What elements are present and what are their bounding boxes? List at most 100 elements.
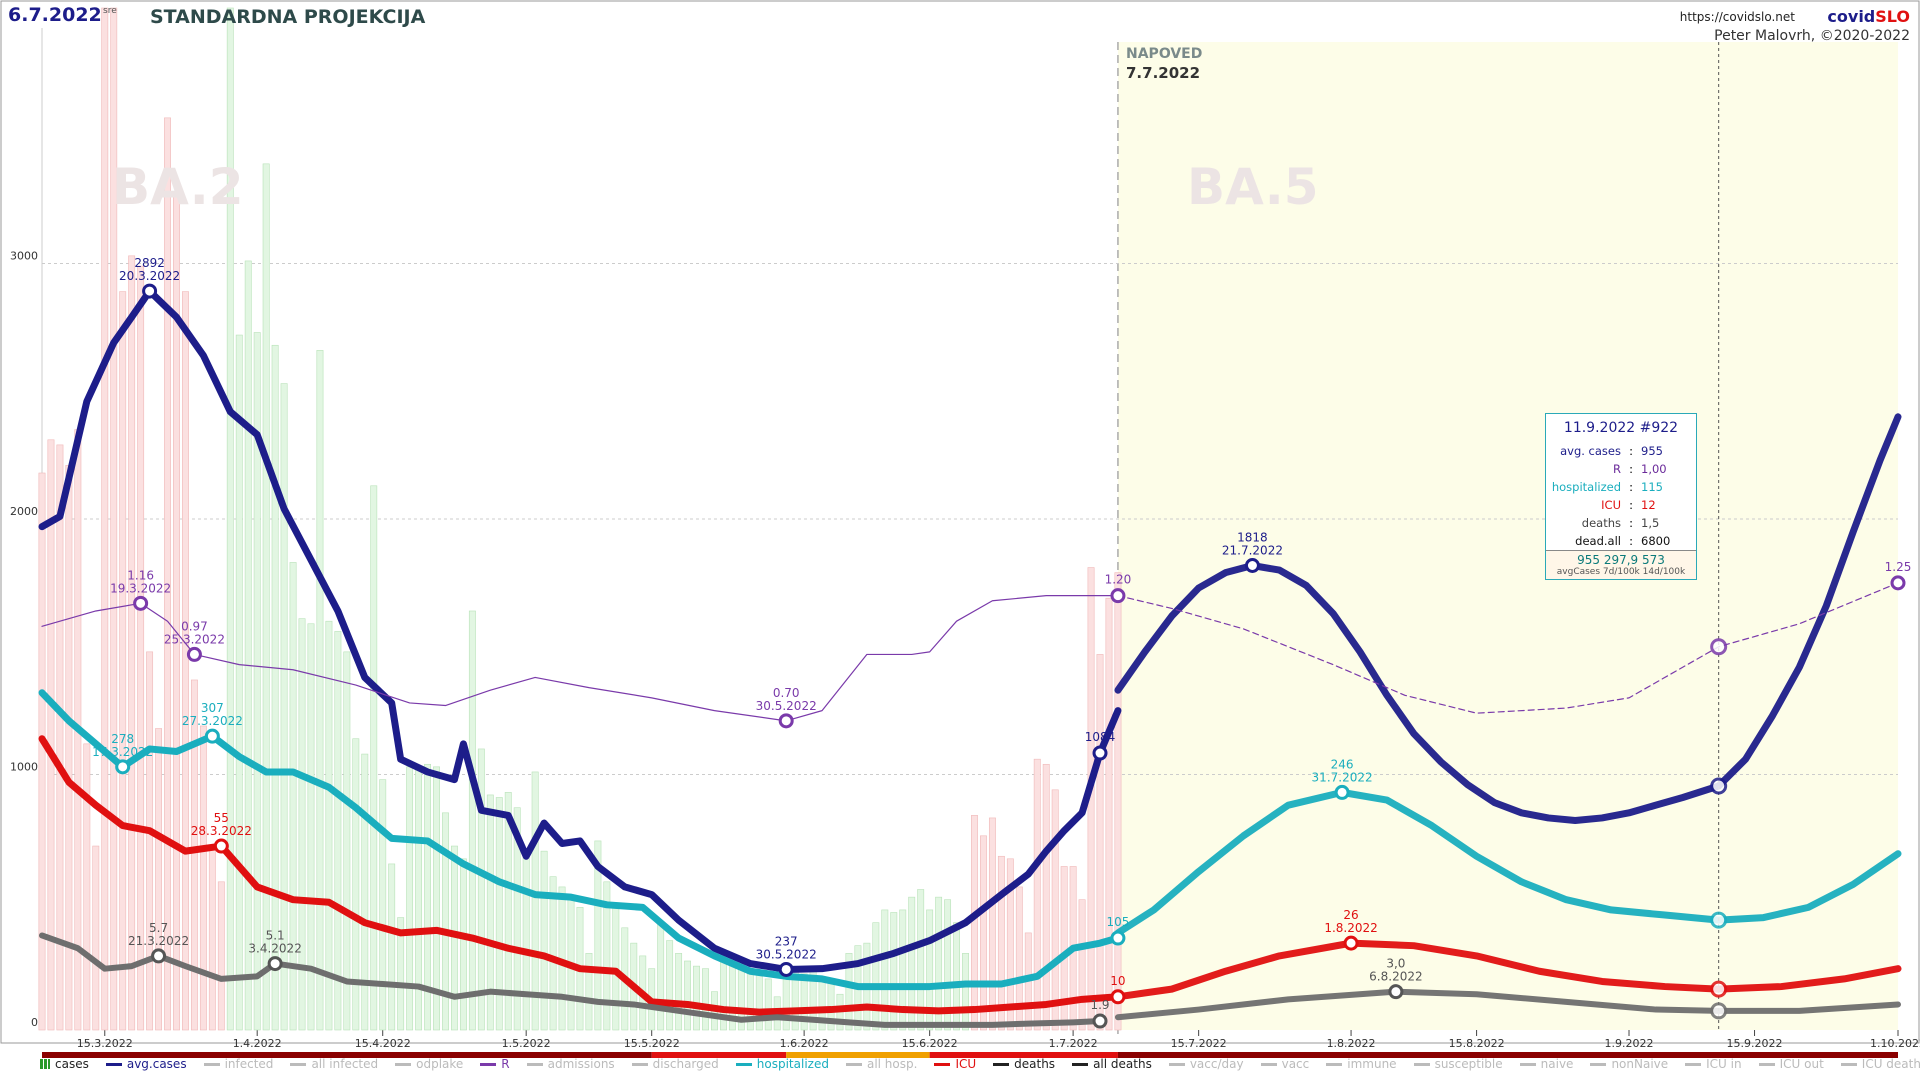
case-bar [997, 855, 1005, 1031]
case-bar [962, 953, 969, 1031]
case-bar [872, 922, 880, 1031]
case-bar [1078, 899, 1086, 1031]
annotation-value: 10 [1110, 974, 1125, 988]
case-bar [128, 255, 136, 1031]
case-bar [1114, 572, 1122, 1031]
risk-strip-segment [1117, 1052, 1898, 1058]
x-tick-label: 1.9.2022 [1605, 1037, 1654, 1050]
tooltip-row-sep: : [1629, 534, 1633, 548]
line-swatch-icon [1326, 1062, 1343, 1066]
tooltip-row-value: 955 [1641, 444, 1663, 458]
bars-icon [40, 1059, 50, 1069]
x-tick-label: 15.8.2022 [1449, 1037, 1505, 1050]
case-bar [935, 896, 943, 1031]
line-swatch-icon [735, 1062, 752, 1066]
legend-item-infected[interactable]: infected [203, 1055, 273, 1073]
legend-item-icu-out[interactable]: ICU out [1758, 1055, 1824, 1073]
series-forecast-R [1117, 582, 1899, 714]
case-bar [226, 7, 234, 1031]
tooltip-row-value: 12 [1641, 498, 1656, 512]
case-bar [971, 815, 978, 1031]
x-tick-label: 1.4.2022 [233, 1037, 282, 1050]
legend-item-deaths[interactable]: deaths [993, 1055, 1055, 1073]
legend-item-susceptible[interactable]: susceptible [1413, 1055, 1503, 1073]
case-bar [352, 738, 360, 1031]
y-tick-label: 3000 [10, 250, 38, 263]
legend-item-icu-in[interactable]: ICU in [1685, 1055, 1742, 1073]
tooltip-foot-values: 955 297,9 573 [1577, 553, 1665, 567]
legend-label: ICU deaths [1861, 1057, 1920, 1071]
case-bar [1105, 597, 1113, 1031]
tooltip-row-value: 115 [1641, 480, 1663, 494]
legend-item-icu-deaths[interactable]: ICU deaths [1840, 1055, 1920, 1073]
annotation-date: 6.8.2022 [1369, 970, 1422, 984]
case-bar [666, 940, 674, 1031]
annotation-value: 1.25 [1885, 560, 1912, 574]
cursor-marker [1710, 1002, 1728, 1020]
case-bar [442, 812, 449, 1031]
x-tick-label: 15.7.2022 [1171, 1037, 1227, 1050]
annotation-value: 3,0 [1386, 957, 1405, 971]
legend-label: ICU [955, 1057, 977, 1071]
line-swatch-icon [480, 1062, 497, 1066]
legend-item-icu[interactable]: ICU [934, 1055, 976, 1073]
annotation-marker [204, 728, 220, 744]
case-bar [397, 917, 405, 1031]
x-tick-label: 1.8.2022 [1327, 1037, 1376, 1050]
case-bar [585, 953, 593, 1031]
legend-item-all-infected[interactable]: all infected [290, 1055, 378, 1073]
site-url[interactable]: https://covidslo.net [1679, 10, 1795, 24]
forecast-region [1117, 42, 1898, 1030]
case-bar [325, 620, 333, 1031]
y-tick-label: 2000 [10, 505, 38, 518]
legend-item-avg-cases[interactable]: avg.cases [105, 1055, 187, 1073]
case-bar [988, 817, 996, 1031]
case-bar [316, 350, 324, 1031]
series-forecast-hospitalized [1114, 788, 1902, 937]
annotation-value: 1.20 [1105, 573, 1132, 587]
legend-item-hospitalized[interactable]: hospitalized [735, 1055, 829, 1073]
legend-item-vacc[interactable]: vacc [1260, 1055, 1309, 1073]
case-bar [495, 797, 503, 1031]
tooltip-row-sep: : [1629, 444, 1633, 458]
case-bar [190, 679, 198, 1031]
legend-item-all-hosp-[interactable]: all hosp. [845, 1055, 917, 1073]
copyright: Peter Malovrh, ©2020-2022 [1714, 28, 1910, 44]
case-bar [800, 973, 808, 1031]
line-swatch-icon [993, 1062, 1010, 1066]
case-bar [307, 623, 315, 1031]
legend-item-immune[interactable]: immune [1326, 1055, 1397, 1073]
legend-item-odplake[interactable]: odplake [395, 1055, 463, 1073]
annotation-date: 31.7.2022 [1312, 770, 1373, 784]
line-swatch-icon [290, 1062, 307, 1066]
annotation-date: 17.3.2022 [92, 745, 153, 759]
annotation-value: 1818 [1237, 531, 1268, 545]
legend-item-vacc-day[interactable]: vacc/day [1168, 1055, 1244, 1073]
line-swatch-icon [1260, 1062, 1277, 1066]
legend-item-cases[interactable]: cases [40, 1055, 89, 1073]
case-bar [262, 163, 270, 1031]
brand-logo[interactable]: covidSLO [1827, 7, 1910, 26]
line-swatch-icon [1758, 1062, 1775, 1066]
tooltip-row: R:1,00 [1546, 460, 1696, 478]
legend-item-r[interactable]: R [480, 1055, 510, 1073]
case-bar [594, 840, 602, 1031]
case-bar [92, 845, 100, 1031]
legend-item-admissions[interactable]: admissions [526, 1055, 615, 1073]
case-bar [468, 610, 476, 1031]
tooltip-row-value: 1,5 [1641, 516, 1660, 530]
case-bar [1042, 763, 1050, 1031]
annotation-date: 25.3.2022 [164, 632, 225, 646]
annotation-value: 246 [1331, 757, 1354, 771]
legend-item-naive[interactable]: naive [1519, 1055, 1573, 1073]
tooltip-row: dead.all:6800 [1546, 532, 1696, 550]
legend-item-nonnaive[interactable]: nonNaive [1590, 1055, 1668, 1073]
legend-item-discharged[interactable]: discharged [631, 1055, 719, 1073]
header-weekday: sre [103, 6, 117, 16]
legend-item-all-deaths[interactable]: all deaths [1072, 1055, 1152, 1073]
annotation-marker [1110, 930, 1126, 946]
tooltip-row-value: 6800 [1641, 534, 1671, 548]
annotation-value: 1.16 [127, 568, 154, 582]
legend-label: susceptible [1434, 1057, 1503, 1071]
risk-strip-segment [651, 1052, 787, 1058]
